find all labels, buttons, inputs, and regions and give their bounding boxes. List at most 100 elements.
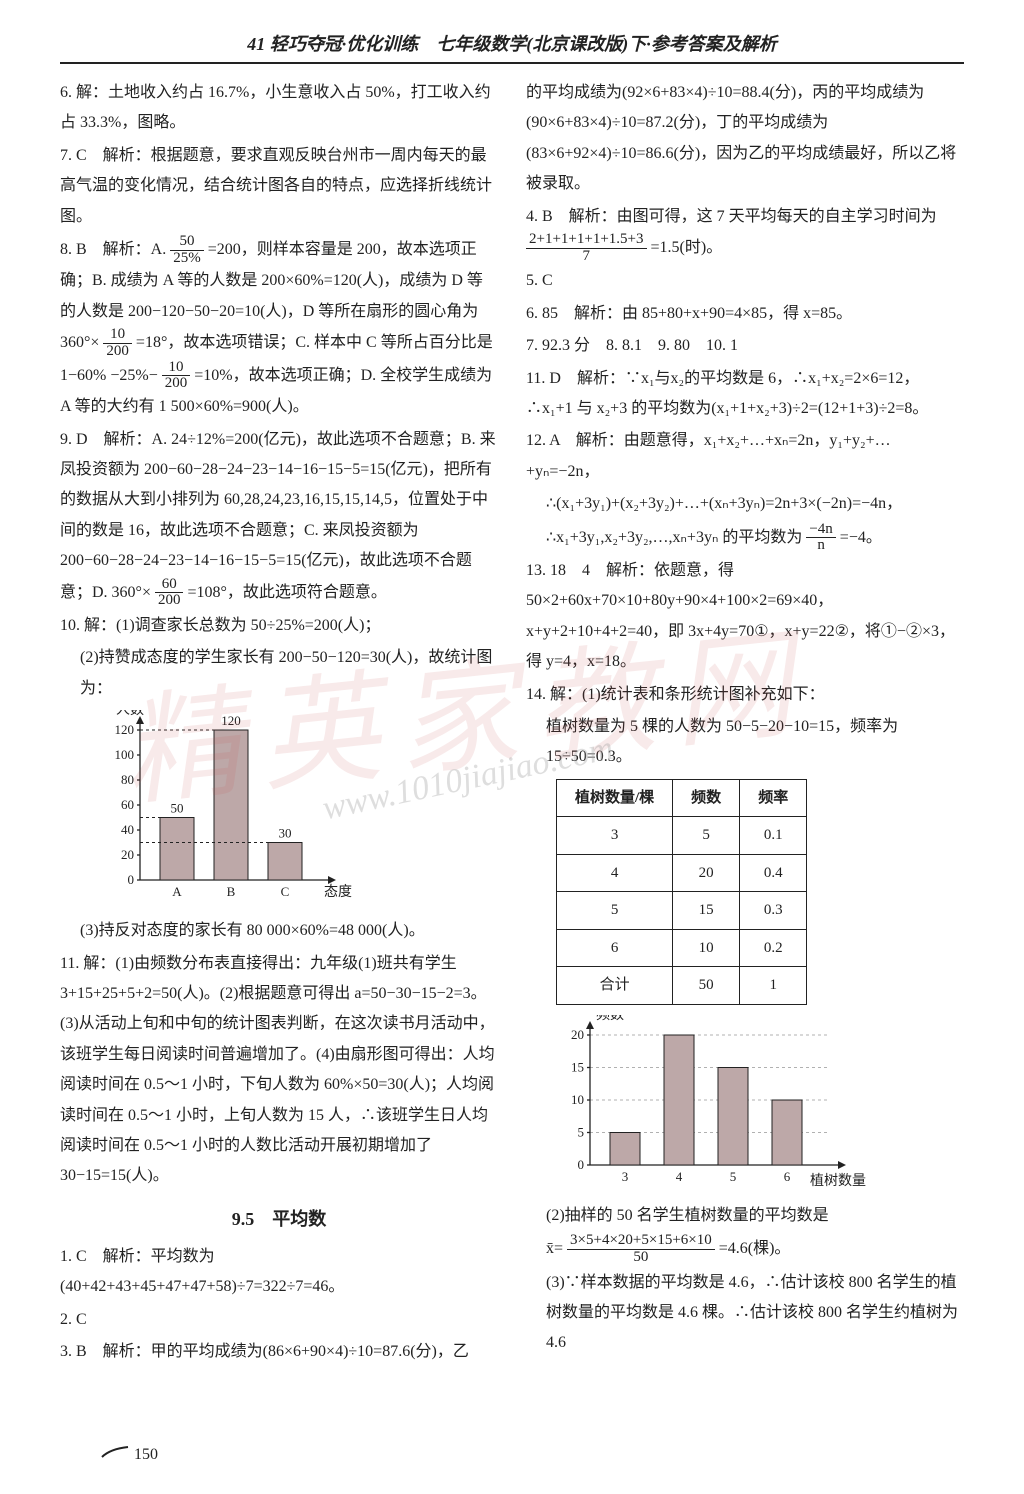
denominator: 200	[103, 344, 132, 360]
svg-text:100: 100	[115, 747, 135, 762]
item-7: 7. C 解析：根据题意，要求直观反映台州市一周内每天的最高气温的变化情况，结合…	[60, 141, 498, 232]
item-14b: 植树数量为 5 棵的人数为 50−5−20−10=15，频率为 15÷50=0.…	[546, 712, 964, 773]
table-row: 合计501	[557, 967, 807, 1005]
item-6: 6. 解：土地收入约占 16.7%，小生意收入占 50%，打工收入约占 33.3…	[60, 78, 498, 139]
fraction: 50 25%	[170, 234, 204, 267]
item-1c: 1. C 解析：平均数为(40+42+43+45+47+47+58)÷7=322…	[60, 1242, 498, 1303]
item-3b: 3. B 解析：甲的平均成绩为(86×6+90×4)÷10=87.6(分)，乙	[60, 1337, 498, 1367]
table-row: 5150.3	[557, 892, 807, 930]
item-11: 11. 解：(1)由频数分布表直接得出：九年级(1)班共有学生 3+15+25+…	[60, 949, 498, 1192]
item-9: 9. D 解析：A. 24÷12%=200(亿元)，故此选项不合题意；B. 来凤…	[60, 425, 498, 609]
denominator: 200	[162, 376, 191, 392]
svg-text:120: 120	[221, 713, 241, 728]
table-cell: 0.1	[740, 817, 807, 855]
svg-text:40: 40	[121, 822, 134, 837]
svg-text:120: 120	[115, 722, 135, 737]
svg-text:6: 6	[784, 1169, 791, 1184]
svg-text:30: 30	[279, 826, 292, 841]
section-title-9-5: 9.5 平均数	[60, 1202, 498, 1236]
table-cell: 5	[673, 817, 740, 855]
table-cell: 50	[673, 967, 740, 1005]
item-4: 4. B 解析：由图可得，这 7 天平均每天的自主学习时间为 2+1+1+1+1…	[526, 202, 964, 265]
denominator: 7	[526, 249, 647, 265]
numerator: −4n	[806, 522, 835, 539]
denominator: 25%	[170, 251, 204, 267]
item-3-cont: 的平均成绩为(92×6+83×4)÷10=88.4(分)，丙的平均成绩为(90×…	[526, 78, 964, 200]
left-column: 6. 解：土地收入约占 16.7%，小生意收入占 50%，打工收入约占 33.3…	[60, 78, 498, 1370]
table-cell: 10	[673, 929, 740, 967]
text: =−4。	[840, 529, 882, 546]
table-row: 350.1	[557, 817, 807, 855]
item-10c: (3)持反对态度的家长有 80 000×60%=48 000(人)。	[80, 916, 498, 946]
numerator: 3×5+4×20+5×15+6×10	[567, 1233, 715, 1250]
denominator: n	[806, 538, 835, 554]
item-14d: (3)∵样本数据的平均数是 4.6，∴估计该校 800 名学生的植树数量的平均数…	[546, 1268, 964, 1359]
item-10a: 10. 解：(1)调查家长总数为 50÷25%=200(人)；	[60, 611, 498, 641]
fraction: 10 200	[162, 360, 191, 393]
page-number-text: 150	[134, 1446, 158, 1463]
table-header: 频数	[673, 779, 740, 817]
denominator: 50	[567, 1250, 715, 1266]
svg-text:20: 20	[571, 1027, 584, 1042]
table-row: 4200.4	[557, 854, 807, 892]
text: −25%−	[110, 367, 157, 384]
table-cell: 6	[557, 929, 673, 967]
item-7-10: 7. 92.3 分 8. 8.1 9. 80 10. 1	[526, 331, 964, 361]
table-cell: 5	[557, 892, 673, 930]
fraction: 3×5+4×20+5×15+6×10 50	[567, 1233, 715, 1266]
item-14c: (2)抽样的 50 名学生植树数量的平均数是	[546, 1201, 964, 1231]
table-cell: 1	[740, 967, 807, 1005]
svg-text:态度: 态度	[324, 884, 352, 900]
text: ∴x₁+3y₁,x₂+3y₂,…,xₙ+3yₙ 的平均数为	[546, 529, 802, 546]
page-icon	[100, 1445, 130, 1459]
text: 8. B 解析：A.	[60, 241, 166, 258]
xbar: x̄=	[546, 1240, 563, 1257]
item-2c: 2. C	[60, 1305, 498, 1335]
svg-text:60: 60	[121, 797, 134, 812]
fraction: 60 200	[155, 577, 184, 610]
text: 4. B 解析：由图可得，这 7 天平均每天的自主学习时间为	[526, 208, 937, 225]
fraction: 2+1+1+1+1+1.5+3 7	[526, 232, 647, 265]
text: =1.5(时)。	[651, 239, 723, 256]
table-cell: 0.4	[740, 854, 807, 892]
item-12b: ∴(x₁+3y₁)+(x₂+3y₂)+…+(xₙ+3yₙ)=2n+3×(−2n)…	[546, 489, 964, 519]
numerator: 2+1+1+1+1+1.5+3	[526, 232, 647, 249]
svg-text:植树数量/棵: 植树数量/棵	[810, 1173, 866, 1189]
svg-text:人数: 人数	[116, 710, 144, 718]
table-cell: 合计	[557, 967, 673, 1005]
numerator: 10	[162, 360, 191, 377]
svg-text:5: 5	[578, 1124, 585, 1139]
svg-text:B: B	[227, 884, 236, 899]
right-column: 的平均成绩为(92×6+83×4)÷10=88.4(分)，丙的平均成绩为(90×…	[526, 78, 964, 1370]
svg-text:80: 80	[121, 772, 134, 787]
frequency-table: 植树数量/棵频数频率350.14200.45150.36100.2合计501	[556, 779, 807, 1005]
table-header: 频率	[740, 779, 807, 817]
item-6r: 6. 85 解析：由 85+80+x+90=4×85，得 x=85。	[526, 299, 964, 329]
svg-text:3: 3	[622, 1169, 629, 1184]
table-cell: 0.2	[740, 929, 807, 967]
numerator: 60	[155, 577, 184, 594]
svg-text:50: 50	[171, 801, 184, 816]
item-12a: 12. A 解析：由题意得，x₁+x₂+…+xₙ=2n，y₁+y₂+…+yₙ=−…	[526, 426, 964, 487]
svg-text:C: C	[281, 884, 290, 899]
fraction: −4n n	[806, 522, 835, 555]
svg-text:15: 15	[571, 1059, 584, 1074]
numerator: 10	[103, 327, 132, 344]
svg-text:5: 5	[730, 1169, 737, 1184]
table-row: 6100.2	[557, 929, 807, 967]
table-cell: 0.3	[740, 892, 807, 930]
bar-chart-1: 020406080100120人数态度A50B120C30	[100, 710, 360, 910]
svg-text:0: 0	[578, 1157, 585, 1172]
svg-text:20: 20	[121, 847, 134, 862]
item-14a: 14. 解：(1)统计表和条形统计图补充如下：	[526, 680, 964, 710]
denominator: 200	[155, 593, 184, 609]
item-13: 13. 18 4 解析：依题意，得 50×2+60x+70×10+80y+90×…	[526, 556, 964, 678]
table-cell: 20	[673, 854, 740, 892]
page-header: 41 轻巧夺冠·优化训练 七年级数学(北京课改版)下·参考答案及解析	[60, 30, 964, 64]
svg-text:10: 10	[571, 1092, 584, 1107]
svg-text:A: A	[172, 884, 182, 899]
item-12c: ∴x₁+3y₁,x₂+3y₂,…,xₙ+3yₙ 的平均数为 −4n n =−4。	[546, 522, 964, 555]
item-11r: 11. D 解析：∵x₁与x₂的平均数是 6，∴x₁+x₂=2×6=12，∴x₁…	[526, 364, 964, 425]
item-5: 5. C	[526, 266, 964, 296]
item-10b: (2)持赞成态度的学生家长有 200−50−120=30(人)，故统计图为：	[80, 643, 498, 704]
